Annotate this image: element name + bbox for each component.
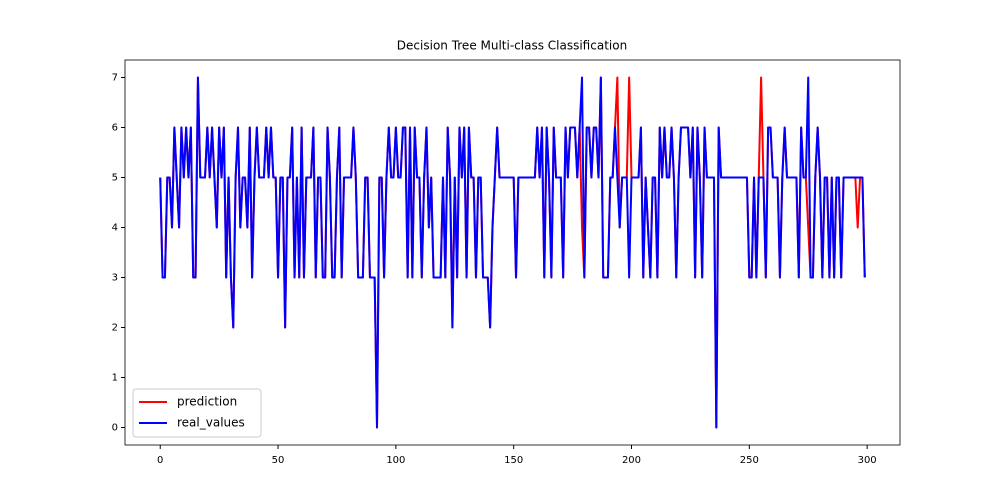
x-tick-label: 200: [622, 455, 641, 466]
series-line: [159, 76, 866, 429]
legend-label: real_values: [177, 416, 245, 430]
y-tick-label: 6: [112, 123, 118, 134]
y-tick-label: 4: [112, 223, 118, 234]
legend-label: prediction: [177, 395, 237, 409]
x-tick-label: 300: [858, 455, 877, 466]
y-tick-label: 3: [112, 273, 118, 284]
y-tick-label: 7: [112, 73, 118, 84]
x-tick-label: 150: [504, 455, 523, 466]
y-tick-label: 1: [112, 373, 118, 384]
x-tick-label: 250: [740, 455, 759, 466]
x-tick-label: 50: [272, 455, 285, 466]
chart-title: Decision Tree Multi-class Classification: [397, 39, 627, 53]
y-tick-label: 2: [112, 323, 118, 334]
y-tick-label: 0: [112, 423, 118, 434]
x-tick-label: 0: [157, 455, 163, 466]
plot-frame: [124, 59, 901, 446]
y-tick-label: 5: [112, 173, 118, 184]
x-tick-label: 100: [386, 455, 405, 466]
